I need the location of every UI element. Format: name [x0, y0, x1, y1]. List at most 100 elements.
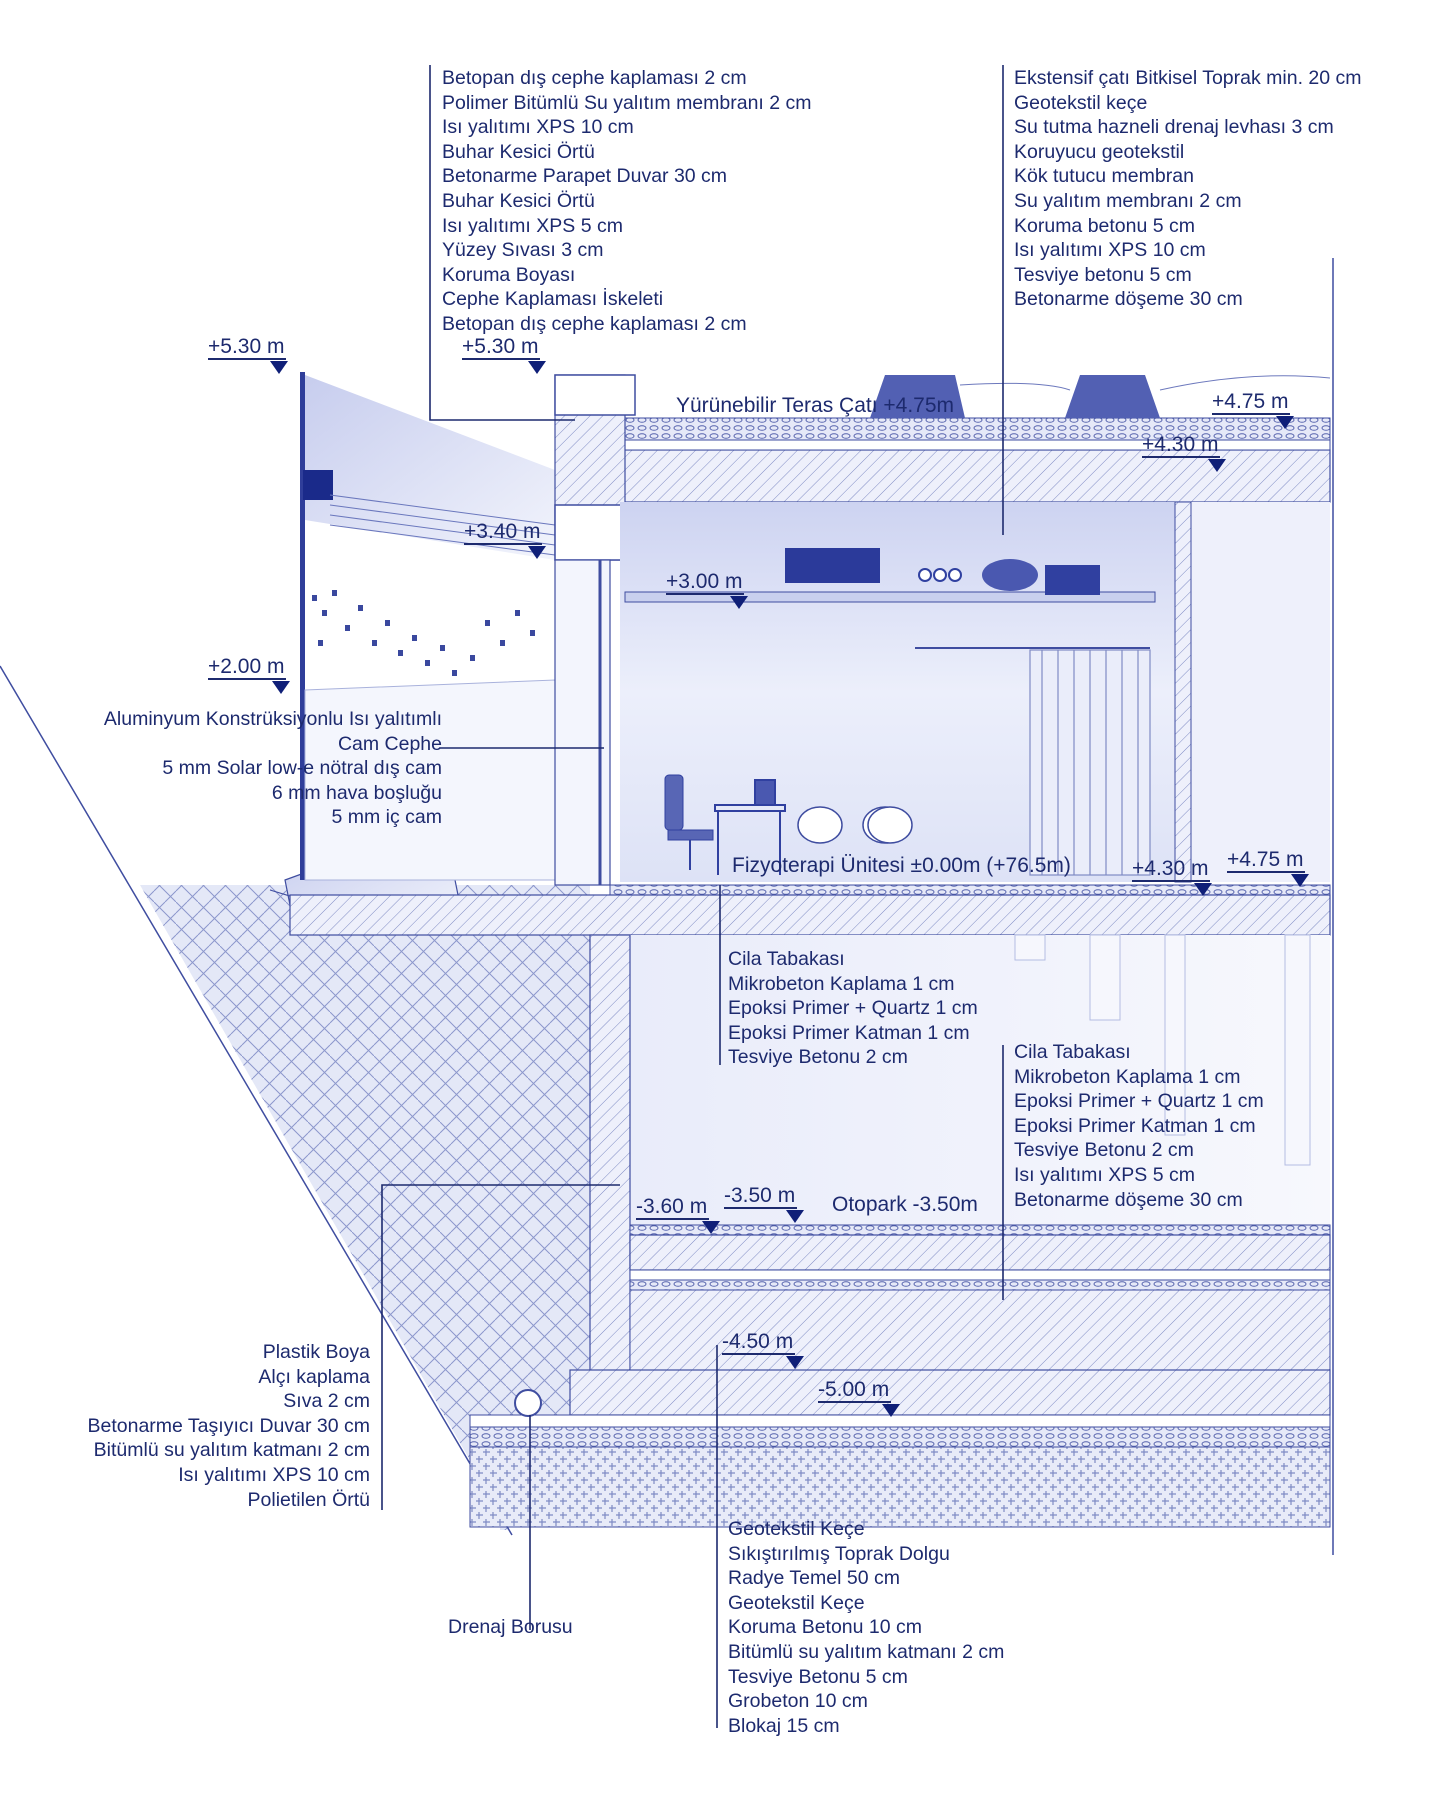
- parking-title: Otopark -3.50m: [832, 1193, 978, 1216]
- parking-floor-layers-note: Cila Tabakası Mikrobeton Kaplama 1 cm Ep…: [1014, 1040, 1264, 1212]
- ground-floor-layer: Mikrobeton Kaplama 1 cm: [728, 972, 955, 995]
- level-label: +5.30 m: [462, 335, 541, 360]
- parking-layer: Epoksi Primer + Quartz 1 cm: [1014, 1090, 1264, 1113]
- office-chair: [664, 774, 714, 870]
- parapet-layer: Yüzey Sıvası 3 cm: [442, 239, 604, 262]
- level-label: +4.75 m: [1227, 848, 1306, 873]
- foundation-layer: Tesviye Betonu 5 cm: [728, 1665, 908, 1688]
- parking-floor-finish: [629, 1224, 1331, 1236]
- foundation-blinding: [469, 1426, 1331, 1448]
- wall-layer: Sıva 2 cm: [283, 1390, 370, 1413]
- parking-layer: Epoksi Primer Katman 1 cm: [1014, 1114, 1256, 1137]
- basement-wall: [589, 934, 631, 1421]
- level-label: +4.30 m: [1142, 433, 1221, 458]
- level-marker: +4.75 m: [1212, 390, 1294, 429]
- level-marker: -3.50 m: [724, 1184, 804, 1223]
- drain-pipe-note: Drenaj Borusu: [448, 1615, 573, 1640]
- facade-layer: 6 mm hava boşluğu: [271, 781, 442, 804]
- roof-slab: [559, 449, 1331, 503]
- ceiling-unit: [785, 548, 880, 583]
- foundation-layer: Sıkıştırılmış Toprak Dolgu: [728, 1542, 950, 1565]
- curtain: [1029, 649, 1151, 876]
- parking-layer: Isı yalıtımı XPS 5 cm: [1014, 1163, 1195, 1186]
- ground-floor-layers-note: Cila Tabakası Mikrobeton Kaplama 1 cm Ep…: [728, 947, 978, 1070]
- gravel-layer: [629, 1279, 1331, 1291]
- foundation-layer: Radye Temel 50 cm: [728, 1567, 900, 1590]
- wall-layer: Plastik Boya: [262, 1341, 370, 1363]
- ground-floor-slab: [289, 894, 1331, 936]
- facade-layer: Aluminyum Konstrüksiyonlu Isı yalıtımlı: [103, 708, 442, 730]
- void-fill: [629, 1269, 1331, 1281]
- parapet-dark-block: [303, 470, 333, 500]
- wall-layer: Isı yalıtımı XPS 10 cm: [178, 1463, 370, 1486]
- wall-layer: Betonarme Taşıyıcı Duvar 30 cm: [87, 1414, 370, 1437]
- foundation-blokaj: [469, 1446, 1331, 1528]
- level-label: +4.30 m: [1132, 857, 1211, 882]
- parapet-layer: Isı yalıtımı XPS 5 cm: [442, 214, 623, 237]
- wall-layer: Bitümlü su yalıtım katmanı 2 cm: [93, 1439, 370, 1462]
- leader-lines: [381, 65, 1004, 1728]
- ground-floor-layer: Cila Tabakası: [728, 948, 845, 970]
- roof-insulation: [624, 439, 1331, 451]
- perforated-panel-dots: [312, 590, 535, 676]
- parking-layer: Tesviye Betonu 2 cm: [1014, 1139, 1194, 1162]
- roof-layer: Isı yalıtımı XPS 10 cm: [1014, 239, 1206, 262]
- wall-layer: Alçı kaplama: [258, 1365, 370, 1388]
- level-label: -5.00 m: [818, 1378, 892, 1403]
- foundation-layers-note: Geotekstil Keçe Sıkıştırılmış Toprak Dol…: [728, 1517, 1004, 1738]
- roof-planter-2: [1065, 375, 1160, 418]
- level-marker: -5.00 m: [818, 1378, 900, 1417]
- level-marker: +5.30 m: [462, 335, 546, 374]
- parapet-layer: Betopan dış cephe kaplaması 2 cm: [442, 312, 747, 335]
- parking-slab: [629, 1234, 1331, 1271]
- ground-floor-layer: Tesviye Betonu 2 cm: [728, 1046, 908, 1069]
- desk: [714, 779, 786, 875]
- level-triangle-icon: [1276, 416, 1294, 429]
- level-triangle-icon: [786, 1356, 804, 1369]
- level-marker: +2.00 m: [208, 655, 290, 694]
- parking-space: [630, 935, 1330, 1235]
- raft-foundation: [569, 1369, 1331, 1416]
- slope-line: [0, 665, 513, 1536]
- level-triangle-icon: [702, 1221, 720, 1234]
- roof-vegetation-line: [959, 375, 1331, 391]
- terrace-title: Yürünebilir Teras Çatı +4.75m: [676, 394, 955, 417]
- level-label: +2.00 m: [208, 655, 287, 680]
- parapet-layer: Isı yalıtımı XPS 10 cm: [442, 116, 634, 139]
- level-marker: +5.30 m: [208, 335, 288, 374]
- parapet-cladding: [554, 374, 636, 416]
- roof-layer: Kök tutucu membran: [1014, 165, 1194, 188]
- roof-layer: Geotekstil keçe: [1014, 91, 1148, 114]
- roof-layer: Koruma betonu 5 cm: [1014, 214, 1196, 237]
- compacted-fill: [629, 1289, 1331, 1371]
- canopy-slats: [329, 494, 556, 556]
- level-triangle-icon: [1291, 874, 1309, 887]
- level-marker: +4.30 m: [1132, 857, 1212, 896]
- level-triangle-icon: [270, 361, 288, 374]
- duct-box: [1045, 565, 1100, 595]
- foundation-layer: Geotekstil Keçe: [728, 1518, 865, 1540]
- partition-wall: [1174, 501, 1192, 883]
- facade-glazing-note: Aluminyum Konstrüksiyonlu Isı yalıtımlı …: [104, 707, 442, 830]
- facade-layer: 5 mm Solar low-e nötral dış cam: [162, 757, 442, 780]
- facade-layer: Cam Cephe: [337, 732, 442, 755]
- roof-layer: Betonarme döşeme 30 cm: [1014, 288, 1243, 311]
- level-label: -3.50 m: [724, 1184, 798, 1209]
- level-marker: -3.60 m: [636, 1195, 720, 1234]
- parapet-layer: Betopan dış cephe kaplaması 2 cm: [442, 67, 747, 89]
- level-label: +3.00 m: [666, 570, 745, 595]
- parapet-layer: Betonarme Parapet Duvar 30 cm: [442, 165, 728, 188]
- roof-layer: Ekstensif çatı Bitkisel Toprak min. 20 c…: [1014, 67, 1362, 89]
- level-triangle-icon: [786, 1210, 804, 1223]
- wall-layer: Polietilen Örtü: [247, 1488, 370, 1511]
- retaining-wall-note: Plastik Boya Alçı kaplama Sıva 2 cm Beto…: [87, 1340, 370, 1512]
- roof-planter-1: [870, 375, 965, 418]
- duct-pipe: [982, 559, 1038, 591]
- level-triangle-icon: [1208, 459, 1226, 472]
- ground-floor-layer: Epoksi Primer + Quartz 1 cm: [728, 997, 978, 1020]
- drain-pipe-icon: [514, 1389, 542, 1417]
- facade-frame: [554, 559, 611, 886]
- soil-fill-left: [140, 885, 590, 1530]
- parapet-layer: Koruma Boyası: [442, 263, 576, 286]
- parking-columns: [1014, 934, 1311, 1166]
